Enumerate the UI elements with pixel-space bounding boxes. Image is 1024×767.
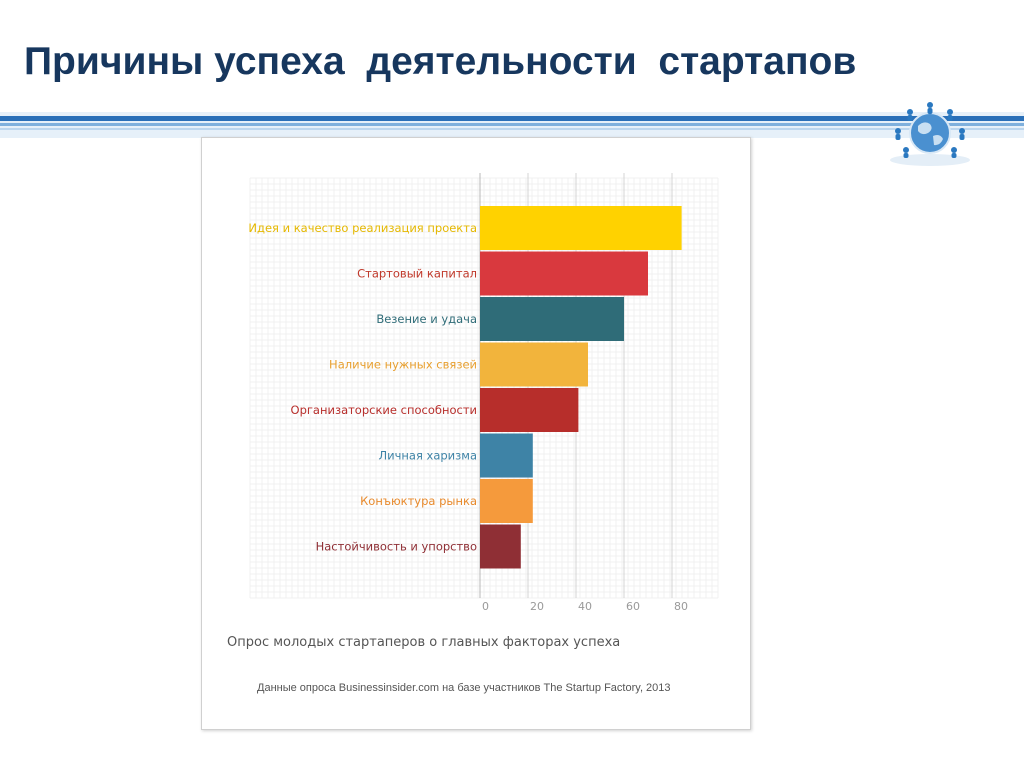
x-tick-label: 80	[674, 600, 688, 613]
bar	[480, 388, 579, 432]
category-label: Идея и качество реализация проекта	[248, 221, 477, 235]
bar	[480, 297, 624, 341]
bar	[480, 433, 533, 478]
bar	[480, 524, 521, 569]
category-label: Конъюктура рынка	[360, 494, 477, 508]
category-label: Организаторские способности	[291, 403, 477, 417]
header-band	[0, 112, 1024, 138]
x-tick-label: 20	[530, 600, 544, 613]
slide-title: Причины успеха деятельности стартапов	[24, 40, 857, 83]
bar	[480, 342, 588, 387]
globe-people-icon	[890, 102, 970, 166]
category-label: Стартовый капитал	[357, 267, 477, 281]
header-band-line-bottom	[0, 128, 1024, 130]
chart-frame: Идея и качество реализация проекта Старто…	[201, 137, 751, 730]
chart-source: Данные опроса Businessinsider.com на баз…	[257, 682, 671, 694]
x-tick-label: 40	[578, 600, 592, 613]
x-tick-label: 0	[482, 600, 489, 613]
category-label: Настойчивость и упорство	[316, 540, 477, 554]
category-label: Личная харизма	[378, 449, 477, 463]
tick-layer: 0 20 40 60 80	[482, 600, 688, 613]
category-label: Наличие нужных связей	[329, 358, 477, 372]
bar-chart: Идея и качество реализация проекта Старто…	[248, 173, 719, 613]
bar	[480, 251, 648, 296]
bar	[480, 206, 682, 250]
chart-title: Опрос молодых стартаперов о главных факт…	[227, 635, 621, 650]
header-band-line-mid	[0, 123, 1024, 126]
x-tick-label: 60	[626, 600, 640, 613]
bar-layer	[480, 206, 682, 569]
header-band-line-top	[0, 116, 1024, 121]
bar	[480, 479, 533, 523]
label-layer: Идея и качество реализация проекта Старто…	[248, 221, 477, 554]
category-label: Везение и удача	[376, 312, 477, 326]
